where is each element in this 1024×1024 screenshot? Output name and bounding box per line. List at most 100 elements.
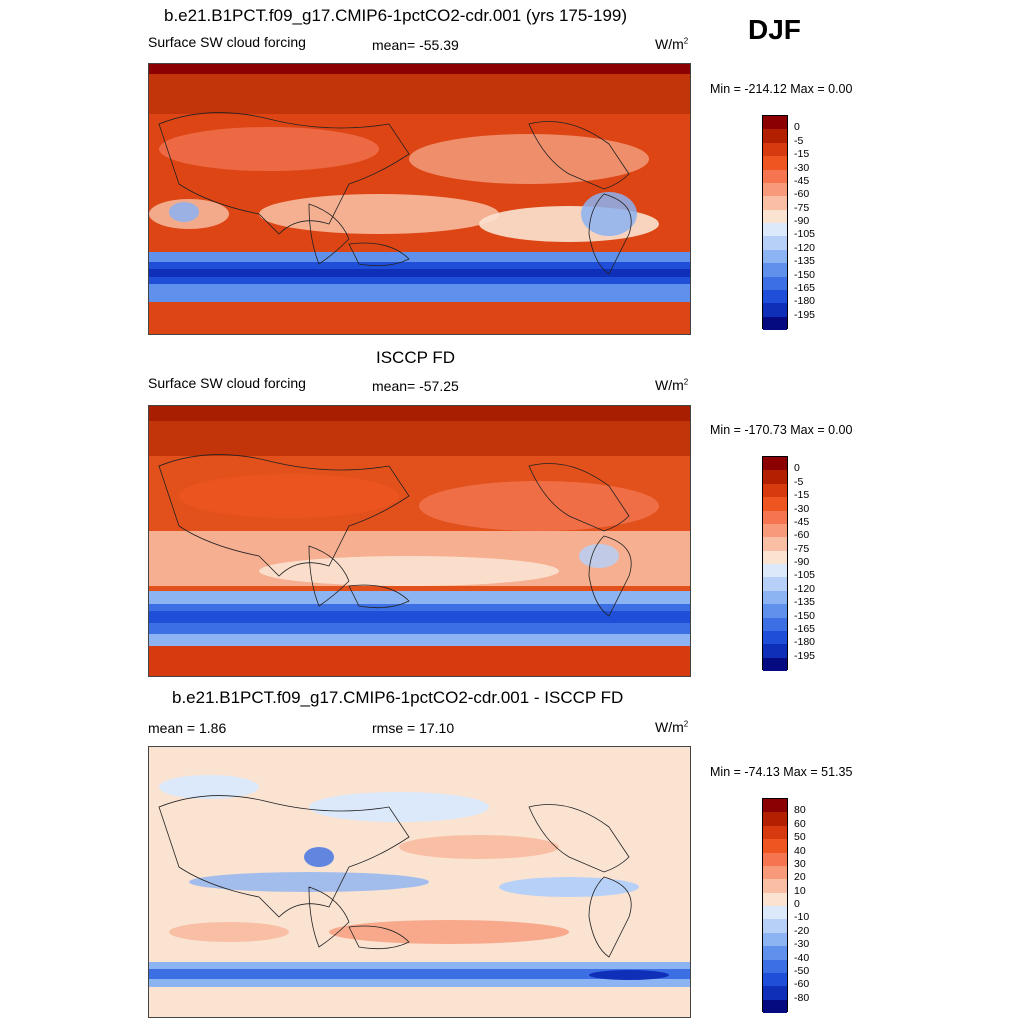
colorbar-label: -30 xyxy=(794,938,810,951)
colorbar-label: -60 xyxy=(794,529,810,542)
panel-1-colorbar xyxy=(762,115,788,330)
colorbar-swatch xyxy=(763,510,787,524)
colorbar-swatch xyxy=(763,263,787,277)
panel-2-mean: mean= -57.25 xyxy=(372,378,459,394)
panel-2-title: ISCCP FD xyxy=(376,348,456,367)
colorbar-label: 0 xyxy=(794,462,800,475)
panel-2-units: W/m2 xyxy=(655,377,689,393)
colorbar-label: -60 xyxy=(794,188,810,201)
colorbar-label: -165 xyxy=(794,281,816,294)
colorbar-label: -180 xyxy=(794,636,816,649)
colorbar-swatch xyxy=(763,812,787,826)
panel-1-minmax: Min = -214.12 Max = 0.00 xyxy=(710,82,853,96)
panel-1-mean: mean= -55.39 xyxy=(372,37,459,53)
colorbar-label: -105 xyxy=(794,228,816,241)
panel-1-title: b.e21.B1PCT.f09_g17.CMIP6-1pctCO2-cdr.00… xyxy=(164,6,628,25)
panel-3-minmax: Min = -74.13 Max = 51.35 xyxy=(710,765,853,779)
colorbar-swatch xyxy=(763,590,787,605)
colorbar-label: 50 xyxy=(794,831,806,844)
colorbar-label: -150 xyxy=(794,268,816,281)
colorbar-label: -45 xyxy=(794,174,810,187)
colorbar-swatch xyxy=(763,999,787,1013)
panel-2-left-label: Surface SW cloud forcing xyxy=(148,375,306,391)
panel-3-mean: mean = 1.86 xyxy=(148,720,227,736)
panel-3-rmse: rmse = 17.10 xyxy=(372,720,455,736)
colorbar-label: -120 xyxy=(794,241,816,254)
colorbar-label: -180 xyxy=(794,295,816,308)
colorbar-label: -30 xyxy=(794,502,810,515)
colorbar-swatch xyxy=(763,470,787,484)
colorbar-swatch xyxy=(763,550,787,564)
colorbar-swatch xyxy=(763,289,787,304)
colorbar-swatch xyxy=(763,564,787,578)
colorbar-swatch xyxy=(763,972,787,987)
panel-2-map xyxy=(148,405,691,677)
colorbar-swatch xyxy=(763,483,787,498)
colorbar-label: -90 xyxy=(794,215,810,227)
colorbar-swatch xyxy=(763,932,787,947)
colorbar-swatch xyxy=(763,116,787,130)
colorbar-label: -40 xyxy=(794,951,810,964)
colorbar-label: -15 xyxy=(794,489,810,502)
colorbar-swatch xyxy=(763,919,787,933)
colorbar-swatch xyxy=(763,236,787,250)
colorbar-label: -135 xyxy=(794,596,816,609)
colorbar-label: -90 xyxy=(794,556,810,568)
panel-1-units: W/m2 xyxy=(655,36,689,52)
panel-1-left-label: Surface SW cloud forcing xyxy=(148,34,306,50)
colorbar-swatch xyxy=(763,892,787,906)
colorbar-swatch xyxy=(763,959,787,973)
colorbar-label: -20 xyxy=(794,924,810,937)
colorbar-swatch xyxy=(763,799,787,813)
colorbar-swatch xyxy=(763,457,787,471)
panel-1-map xyxy=(148,63,691,335)
colorbar-swatch xyxy=(763,276,787,290)
colorbar-label: -165 xyxy=(794,622,816,635)
colorbar-label: 0 xyxy=(794,121,800,134)
colorbar-swatch xyxy=(763,497,787,511)
colorbar-label: 30 xyxy=(794,857,806,870)
colorbar-label: 0 xyxy=(794,898,800,910)
colorbar-swatch xyxy=(763,604,787,618)
colorbar-label: 20 xyxy=(794,871,806,884)
season-label: DJF xyxy=(748,14,801,45)
panel-3-units: W/m2 xyxy=(655,719,689,735)
colorbar-label: -150 xyxy=(794,609,816,622)
colorbar-swatch xyxy=(763,906,787,920)
colorbar-swatch xyxy=(763,182,787,197)
colorbar-label: -5 xyxy=(794,475,804,488)
colorbar-swatch xyxy=(763,209,787,223)
colorbar-label: -195 xyxy=(794,308,816,321)
colorbar-label: 40 xyxy=(794,844,806,857)
colorbar-swatch xyxy=(763,129,787,143)
colorbar-swatch xyxy=(763,825,787,840)
colorbar-label: -135 xyxy=(794,255,816,268)
colorbar-label: -60 xyxy=(794,978,810,991)
colorbar-label: -15 xyxy=(794,148,810,161)
colorbar-label: 80 xyxy=(794,804,806,817)
colorbar-swatch xyxy=(763,644,787,658)
colorbar-label: -30 xyxy=(794,161,810,174)
colorbar-label: 60 xyxy=(794,817,806,830)
colorbar-label: -45 xyxy=(794,515,810,528)
colorbar-swatch xyxy=(763,523,787,538)
panel-2-colorbar xyxy=(762,456,788,671)
colorbar-swatch xyxy=(763,946,787,960)
colorbar-label: -105 xyxy=(794,569,816,582)
colorbar-swatch xyxy=(763,865,787,880)
panel-2-minmax: Min = -170.73 Max = 0.00 xyxy=(710,423,853,437)
panel-3-title: b.e21.B1PCT.f09_g17.CMIP6-1pctCO2-cdr.00… xyxy=(172,688,624,707)
colorbar-label: -195 xyxy=(794,649,816,662)
panel-3-map xyxy=(148,746,691,1018)
colorbar-label: -50 xyxy=(794,964,810,977)
colorbar-swatch xyxy=(763,839,787,853)
colorbar-label: -120 xyxy=(794,582,816,595)
colorbar-swatch xyxy=(763,169,787,183)
colorbar-label: -5 xyxy=(794,134,804,147)
colorbar-swatch xyxy=(763,986,787,1000)
colorbar-swatch xyxy=(763,537,787,551)
colorbar-label: -80 xyxy=(794,991,810,1004)
colorbar-swatch xyxy=(763,142,787,157)
colorbar-swatch xyxy=(763,657,787,671)
colorbar-label: -10 xyxy=(794,911,810,924)
